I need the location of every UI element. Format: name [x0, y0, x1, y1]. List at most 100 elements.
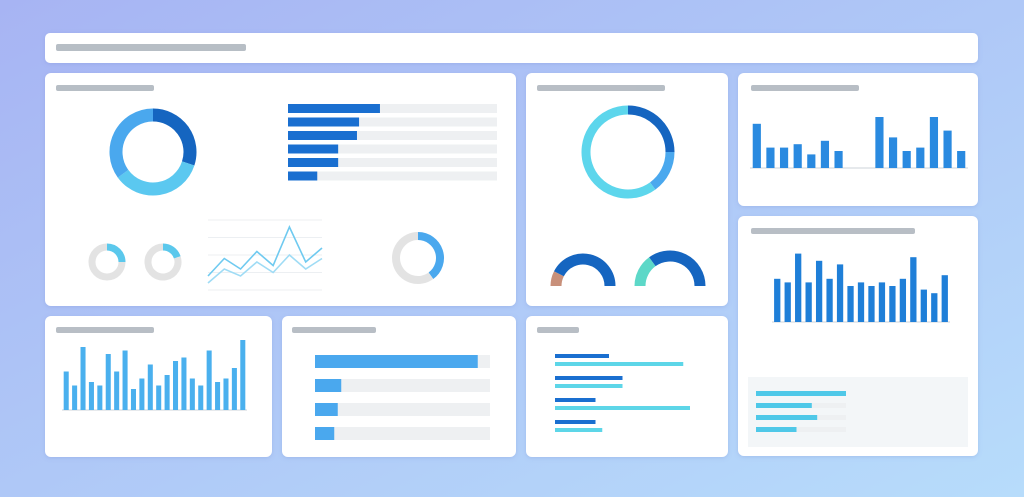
bar	[315, 379, 342, 392]
bar	[756, 403, 812, 408]
bar-track	[288, 117, 497, 127]
bar	[555, 384, 623, 388]
bar	[223, 378, 229, 410]
bar-track	[315, 379, 490, 392]
bar	[888, 137, 898, 168]
bar	[114, 371, 120, 410]
bar	[130, 389, 136, 410]
ring-segment	[550, 271, 564, 287]
bar	[815, 260, 823, 322]
blurred-title	[537, 85, 665, 91]
bar	[847, 286, 854, 322]
bar	[72, 385, 78, 410]
ring-segment	[88, 243, 126, 281]
bar-track	[288, 131, 497, 140]
bar-track	[315, 403, 490, 416]
bar	[315, 427, 335, 440]
bar	[555, 376, 623, 380]
bar	[943, 130, 952, 168]
bar	[288, 171, 318, 181]
bar	[784, 282, 791, 322]
bar	[147, 364, 153, 410]
sub-panel	[748, 377, 968, 447]
bar	[807, 154, 816, 168]
ring-segment	[554, 253, 616, 287]
bar	[899, 278, 907, 322]
bar	[80, 347, 86, 410]
bar	[97, 385, 103, 410]
blurred-labels	[56, 44, 915, 333]
bar	[756, 391, 846, 396]
bar	[875, 117, 884, 168]
ring-segment	[144, 243, 182, 281]
bar	[198, 385, 204, 410]
bar	[555, 428, 603, 432]
bar	[820, 140, 830, 168]
bar	[868, 286, 875, 322]
bar	[315, 403, 338, 416]
ring-segment	[417, 232, 444, 280]
bar	[315, 355, 478, 368]
bar	[756, 427, 797, 432]
ring-segment	[581, 105, 656, 199]
bar	[288, 144, 339, 154]
bar	[779, 147, 789, 168]
bar	[929, 117, 939, 168]
bar	[889, 286, 896, 322]
bar	[189, 378, 195, 410]
bar	[139, 378, 145, 410]
bar-track	[756, 427, 846, 432]
bar	[756, 415, 818, 420]
bar-track	[288, 158, 497, 167]
bar	[181, 357, 187, 410]
bar	[941, 275, 948, 322]
line-series	[207, 225, 323, 277]
bar	[288, 158, 339, 167]
bar	[288, 104, 380, 113]
bar	[215, 382, 221, 410]
bar	[164, 375, 170, 410]
bar	[555, 398, 596, 402]
panel	[526, 73, 728, 306]
bar	[795, 253, 802, 322]
ring-segment	[106, 243, 126, 263]
bar	[156, 385, 162, 410]
blurred-title	[292, 327, 376, 333]
panel	[738, 73, 978, 206]
blurred-title	[751, 85, 859, 91]
bar	[173, 361, 179, 410]
bar	[288, 131, 357, 140]
bar	[288, 117, 360, 127]
bar	[878, 282, 886, 322]
ring-segment	[392, 232, 434, 284]
bar	[555, 362, 684, 366]
bar-track	[288, 171, 497, 181]
bar	[105, 354, 111, 410]
blurred-title	[537, 327, 579, 333]
bar	[555, 420, 596, 424]
bar	[88, 382, 94, 410]
bar	[826, 278, 833, 322]
blurred-title	[56, 327, 154, 333]
bar-track	[288, 144, 497, 154]
ring-segment	[649, 151, 675, 190]
bar	[240, 340, 246, 410]
blurred-title	[56, 44, 246, 51]
bar	[916, 147, 925, 168]
bar	[836, 264, 844, 322]
ring-segment	[649, 250, 706, 287]
ring-segment	[162, 243, 181, 259]
bar	[793, 144, 802, 168]
bar	[957, 151, 966, 168]
bar-track	[315, 427, 490, 440]
bar	[902, 151, 911, 168]
bar	[766, 147, 775, 168]
bar	[805, 282, 812, 322]
header-bar	[45, 33, 978, 63]
bar	[63, 371, 69, 410]
bar	[931, 293, 938, 322]
ring-segment	[117, 161, 195, 196]
blurred-title	[751, 228, 915, 234]
bar	[834, 151, 843, 168]
